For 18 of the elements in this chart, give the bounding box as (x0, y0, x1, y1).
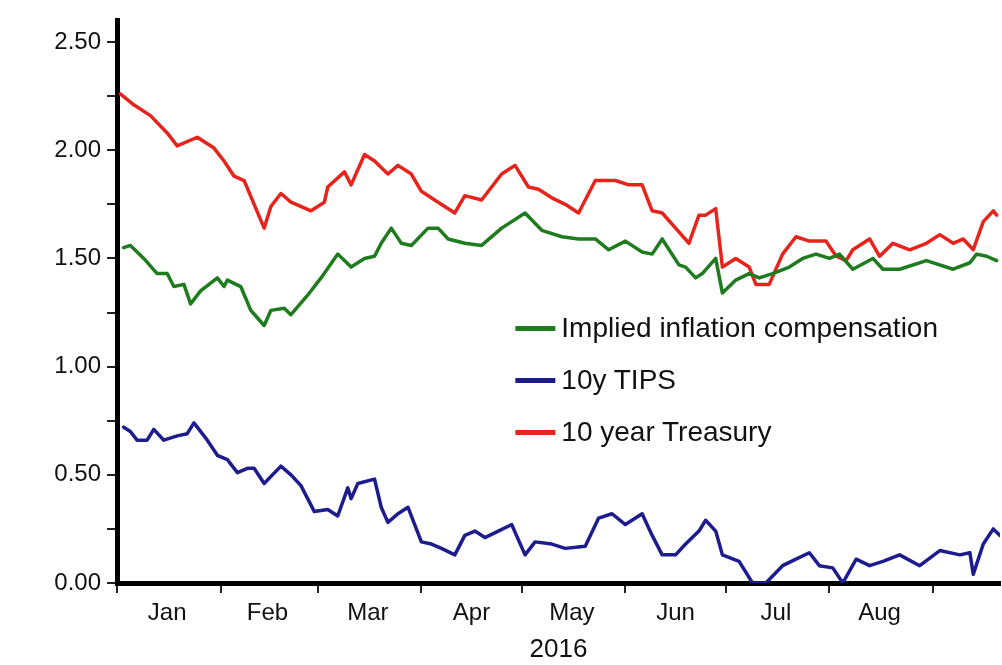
x-tick-label: Jun (656, 598, 695, 626)
x-tick-label: May (549, 598, 595, 626)
x-tick-label: Mar (347, 598, 389, 626)
x-tick-label: Jul (760, 598, 792, 626)
x-tick-label: Aug (858, 598, 901, 626)
x-tick-label: Jan (147, 598, 187, 626)
y-tick-label: 1.50 (54, 243, 101, 271)
x-tick-label: Apr (452, 598, 491, 626)
y-tick-label: 1.00 (54, 351, 101, 379)
x-tick-label: Feb (246, 598, 289, 626)
x-axis-title: 2016 (529, 632, 588, 663)
legend-label: Implied inflation compensation (561, 312, 939, 344)
legend-label: 10y TIPS (561, 364, 676, 396)
y-tick-label: 2.00 (54, 134, 101, 162)
y-tick-label: 0.00 (54, 567, 101, 595)
legend-label: 10 year Treasury (561, 416, 772, 448)
y-tick-label: 2.50 (54, 26, 101, 54)
y-tick-label: 0.50 (54, 459, 101, 487)
